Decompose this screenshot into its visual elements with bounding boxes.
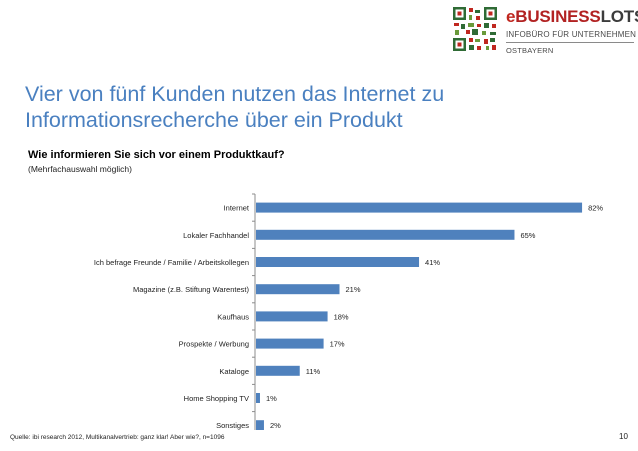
category-label-2: Ich befrage Freunde / Familie / Arbeitsk… bbox=[94, 258, 249, 267]
survey-note: (Mehrfachauswahl möglich) bbox=[28, 164, 132, 174]
value-label-6: 11% bbox=[306, 367, 321, 376]
value-label-0: 82% bbox=[588, 204, 603, 213]
bar-0 bbox=[256, 202, 583, 213]
bar-1 bbox=[256, 229, 515, 240]
category-label-7: Home Shopping TV bbox=[184, 394, 249, 403]
bar-3 bbox=[256, 284, 340, 295]
bar-6 bbox=[256, 365, 300, 376]
value-label-1: 65% bbox=[520, 231, 535, 240]
value-label-5: 17% bbox=[330, 340, 345, 349]
logo-wordmark-lotse: LOTSE bbox=[600, 7, 638, 26]
category-label-5: Prospekte / Werbung bbox=[179, 340, 249, 349]
logo: eBUSINESSLOTSE INFOBÜRO FÜR UNTERNEHMEN … bbox=[452, 6, 638, 58]
category-label-4: Kaufhaus bbox=[217, 312, 249, 321]
slide-title: Vier von fünf Kunden nutzen das Internet… bbox=[25, 81, 545, 133]
logo-wordmark-e: e bbox=[506, 7, 516, 26]
logo-region: OSTBAYERN bbox=[506, 46, 554, 55]
logo-divider bbox=[506, 42, 634, 43]
category-label-3: Magazine (z.B. Stiftung Warentest) bbox=[133, 285, 250, 294]
logo-tagline: INFOBÜRO FÜR UNTERNEHMEN bbox=[506, 30, 637, 39]
value-label-3: 21% bbox=[346, 285, 361, 294]
bar-4 bbox=[256, 311, 328, 322]
slide-title-line-1: Vier von fünf Kunden nutzen das Internet… bbox=[25, 82, 445, 106]
value-label-2: 41% bbox=[425, 258, 440, 267]
bar-5 bbox=[256, 338, 324, 349]
category-label-0: Internet bbox=[224, 204, 250, 213]
logo-wordmark-business: BUSINESS bbox=[515, 7, 601, 26]
value-label-4: 18% bbox=[334, 312, 349, 321]
survey-question: Wie informieren Sie sich vor einem Produ… bbox=[28, 149, 285, 161]
bar-2 bbox=[256, 257, 420, 267]
category-label-8: Sonstiges bbox=[216, 421, 249, 430]
category-label-1: Lokaler Fachhandel bbox=[183, 231, 249, 240]
slide-title-line-2: Informationsrecherche über ein Produkt bbox=[25, 108, 403, 132]
bar-7 bbox=[256, 393, 260, 403]
qr-code-icon bbox=[452, 6, 498, 52]
logo-wordmark: eBUSINESSLOTSE bbox=[506, 7, 638, 27]
category-label-6: Kataloge bbox=[219, 367, 249, 376]
page-number: 10 bbox=[619, 432, 628, 441]
bar-chart: Internet 82% Lokaler Fachhandel 65% Ich befr… bbox=[94, 193, 603, 430]
source-note: Quelle: ibi research 2012, Multikanalver… bbox=[10, 434, 225, 441]
value-label-8: 2% bbox=[270, 421, 281, 430]
bar-8 bbox=[256, 420, 264, 430]
value-label-7: 1% bbox=[266, 394, 277, 403]
